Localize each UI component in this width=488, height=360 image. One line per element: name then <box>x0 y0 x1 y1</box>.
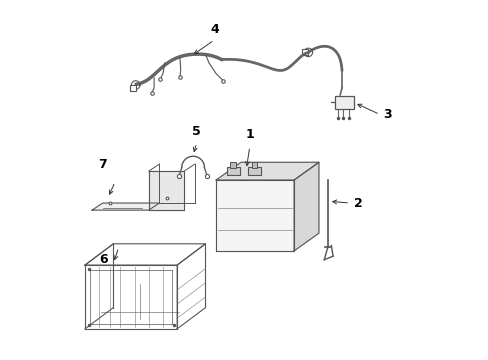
Polygon shape <box>148 171 184 210</box>
Text: 3: 3 <box>383 108 391 121</box>
Polygon shape <box>92 203 159 210</box>
Text: 1: 1 <box>245 128 254 141</box>
Text: 7: 7 <box>98 158 107 171</box>
FancyBboxPatch shape <box>226 167 239 175</box>
Polygon shape <box>293 162 318 251</box>
Text: 5: 5 <box>192 125 201 138</box>
Polygon shape <box>216 162 318 180</box>
Text: 2: 2 <box>354 197 363 210</box>
Polygon shape <box>216 180 293 251</box>
FancyBboxPatch shape <box>251 162 257 168</box>
FancyBboxPatch shape <box>247 167 260 175</box>
Text: 4: 4 <box>209 23 218 36</box>
FancyBboxPatch shape <box>230 162 236 168</box>
Bar <box>334 96 354 109</box>
Text: 6: 6 <box>99 253 108 266</box>
